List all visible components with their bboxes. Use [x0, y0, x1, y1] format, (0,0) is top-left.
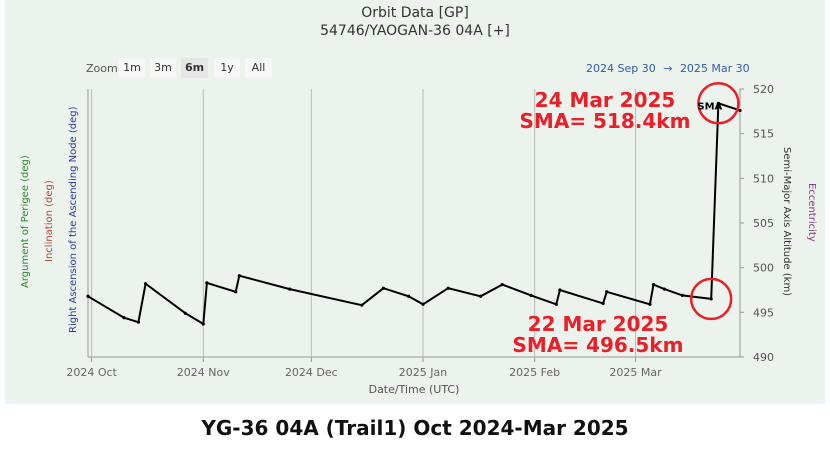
- y-tick-label: 510: [753, 172, 774, 185]
- range-end[interactable]: 2025 Mar 30: [679, 62, 750, 75]
- x-tick-label: 2025 Jan: [399, 366, 447, 379]
- range-start[interactable]: 2024 Sep 30: [586, 62, 656, 75]
- sma-data-point: [201, 322, 205, 326]
- y-tick-label: 505: [753, 217, 774, 230]
- sma-data-point: [381, 286, 385, 290]
- sma-data-point: [738, 108, 742, 113]
- x-tick-label: 2024 Nov: [177, 366, 230, 379]
- sma-data-point: [406, 294, 411, 298]
- sma-data-point: [234, 290, 238, 294]
- y-axis-ticks: 490 495 500 505 510 515 520: [740, 83, 774, 364]
- sma-data-point: [183, 311, 187, 315]
- sma-data-point: [709, 297, 713, 301]
- sma-series-tag: SMA: [697, 101, 722, 112]
- zoom-3m-button[interactable]: 3m: [150, 58, 176, 78]
- annotation-bottom-date: 22 Mar 2025: [528, 312, 669, 336]
- y-tick-label: 490: [753, 351, 774, 364]
- sma-data-point: [648, 302, 652, 306]
- y-tick-label: 500: [753, 262, 774, 275]
- sma-data-point: [558, 288, 562, 292]
- sma-series-line: [87, 101, 741, 326]
- sma-data-point: [601, 301, 605, 305]
- sma-data-point: [122, 316, 126, 320]
- sma-data-point: [288, 287, 292, 291]
- sma-data-point: [529, 293, 533, 297]
- annotation-top-date: 24 Mar 2025: [535, 88, 676, 112]
- annotation-top-value: SMA= 518.4km: [520, 109, 691, 133]
- x-tick-label: 2025 Feb: [509, 366, 560, 379]
- y-tick-label: 515: [753, 128, 774, 141]
- date-range[interactable]: 2024 Sep 30 → 2025 Mar 30: [586, 62, 750, 75]
- x-tick-label: 2025 Mar: [609, 366, 662, 379]
- sma-data-point: [662, 287, 666, 291]
- x-tick-label: 2024 Oct: [66, 366, 117, 379]
- x-axis-label: Date/Time (UTC): [369, 383, 460, 396]
- zoom-6m-button[interactable]: 6m: [181, 58, 208, 78]
- sma-data-point: [680, 293, 684, 297]
- sma-series-points: [86, 101, 742, 326]
- y-tick-label: 520: [753, 83, 774, 96]
- sma-data-point: [479, 294, 483, 298]
- zoom-1m-button[interactable]: 1m: [119, 58, 145, 78]
- sma-data-point: [360, 303, 364, 307]
- sma-chart[interactable]: 2024 Oct 2024 Nov 2024 Dec 2025 Jan 2025 Feb…: [0, 0, 830, 404]
- zoom-label: Zoom: [86, 62, 118, 75]
- chart-title: Orbit Data [GP]: [361, 5, 469, 21]
- x-axis-ticks: 2024 Oct 2024 Nov 2024 Dec 2025 Jan 2025 Feb…: [66, 357, 662, 379]
- zoom-1y-button[interactable]: 1y: [214, 58, 240, 78]
- sma-data-point: [421, 302, 425, 306]
- y-tick-label: 495: [753, 306, 774, 319]
- sma-data-point: [716, 101, 720, 105]
- x-tick-label: 2024 Dec: [285, 366, 338, 379]
- highlight-circles: [689, 82, 740, 321]
- sma-data-point: [651, 283, 656, 287]
- highlight-circle: [697, 82, 740, 125]
- sma-data-point: [205, 281, 209, 285]
- zoom-all-button[interactable]: All: [245, 58, 272, 78]
- sma-data-point: [144, 282, 148, 286]
- sma-data-point: [136, 320, 141, 324]
- sma-data-point: [446, 286, 450, 290]
- annotation-bottom-value: SMA= 496.5km: [513, 333, 684, 357]
- sma-data-point: [86, 294, 90, 298]
- sma-data-point: [500, 283, 504, 287]
- range-arrow: →: [663, 62, 673, 75]
- highlight-circle: [689, 277, 733, 321]
- sma-data-point: [237, 274, 241, 278]
- chart-subtitle[interactable]: 54746/YAOGAN-36 04A [+]: [320, 23, 510, 39]
- sma-data-point: [605, 290, 609, 294]
- figure-caption: YG-36 04A (Trail1) Oct 2024-Mar 2025: [201, 416, 629, 440]
- sma-data-point: [554, 302, 558, 306]
